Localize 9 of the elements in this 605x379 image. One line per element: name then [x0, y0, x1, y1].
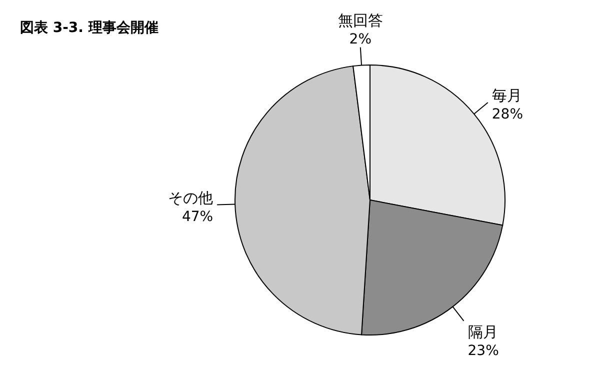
slice-label: 無回答 [338, 11, 383, 30]
data-label: 28% [492, 106, 524, 122]
data-label: 23% [468, 342, 499, 359]
data-label: 47% [182, 208, 214, 225]
slice-label: 毎月 [492, 86, 522, 104]
slice-label: その他 [168, 188, 214, 207]
text: 図表 3-3. 理事会開催 [20, 20, 158, 36]
data-label: 2% [349, 31, 372, 48]
slice-label: 隔月 [468, 322, 498, 341]
